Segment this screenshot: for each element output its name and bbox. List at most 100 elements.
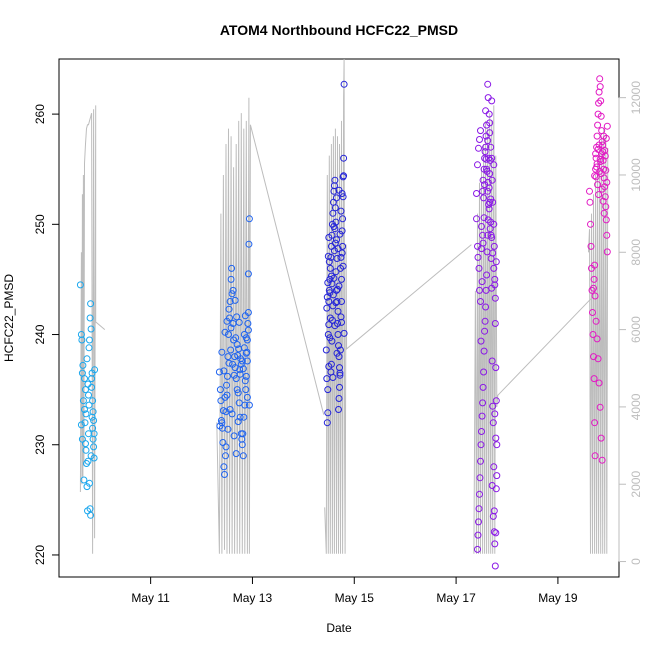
data-point-s3-36 <box>340 80 348 88</box>
data-point-s2-59 <box>223 381 230 389</box>
data-point-s3-83 <box>339 262 347 270</box>
data-point-s4-94 <box>488 482 496 489</box>
y-axis-left: 220 230 240 250 260 <box>33 104 60 565</box>
data-point-s1-46 <box>77 421 85 429</box>
data-point-s4-79 <box>479 231 487 239</box>
data-point-s2-88 <box>241 377 249 385</box>
data-point-s5-36 <box>603 248 611 256</box>
data-point-s2-55 <box>229 360 237 368</box>
y2-tick-label-10000: 10000 <box>629 158 643 192</box>
data-point-s5-67 <box>595 379 603 387</box>
data-point-s2-69 <box>232 450 240 458</box>
data-point-s4-100 <box>486 225 494 233</box>
data-point-s2-30 <box>239 452 247 460</box>
data-point-s4-84 <box>474 161 481 169</box>
data-point-s3-14 <box>329 209 337 217</box>
data-point-s4-66 <box>474 531 482 539</box>
data-point-s1-32 <box>89 408 97 416</box>
data-point-s4-107 <box>479 239 487 247</box>
data-point-s3-77 <box>340 329 348 337</box>
data-point-s4-36 <box>489 419 497 427</box>
data-point-s3-89 <box>338 190 346 197</box>
data-point-s3-44 <box>336 371 344 379</box>
data-point-s3-5 <box>324 331 332 338</box>
data-point-s2-7 <box>220 463 228 471</box>
data-point-s4-32 <box>491 562 499 570</box>
data-point-s4-83 <box>475 144 482 152</box>
data-point-s2-64 <box>222 443 230 451</box>
data-point-s1-36 <box>83 355 91 363</box>
data-point-s2-80 <box>225 305 233 313</box>
y2-tick-label-12000: 12000 <box>629 81 643 115</box>
data-point-s4-99 <box>487 255 495 262</box>
data-point-s1-17 <box>86 336 93 344</box>
data-point-s5-4 <box>587 242 595 250</box>
data-point-s4-81 <box>477 127 484 135</box>
data-point-s3-70 <box>323 304 331 312</box>
data-point-s1-7 <box>81 406 88 413</box>
data-point-s4-52 <box>481 317 489 325</box>
data-point-s5-34 <box>602 216 610 224</box>
data-point-s3-32 <box>338 249 346 257</box>
data-point-s1-25 <box>90 443 98 451</box>
data-point-s4-55 <box>480 368 488 376</box>
data-point-s3-31 <box>338 275 345 283</box>
data-point-s5-58 <box>600 132 608 140</box>
data-point-s2-90 <box>245 401 253 409</box>
data-point-s4-5 <box>476 286 483 294</box>
data-point-s3-6 <box>325 298 333 305</box>
data-point-s5-3 <box>587 220 594 228</box>
data-point-s4-75 <box>490 264 498 272</box>
data-point-s2-42 <box>242 372 250 380</box>
data-point-s5-71 <box>590 284 597 292</box>
data-point-s2-44 <box>241 401 249 409</box>
data-point-s3-87 <box>334 245 342 253</box>
data-point-s4-89 <box>488 97 496 105</box>
data-point-s5-70 <box>598 456 606 464</box>
data-point-s2-25 <box>234 389 242 397</box>
data-point-s2-61 <box>219 407 227 415</box>
data-point-s5-35 <box>603 231 611 239</box>
data-point-s3-45 <box>336 383 343 391</box>
data-point-s2-11 <box>223 391 231 399</box>
data-point-s5-23 <box>597 97 605 105</box>
data-point-s4-93 <box>493 472 501 480</box>
data-point-s5-2 <box>586 198 594 206</box>
data-point-s2-15 <box>226 298 234 305</box>
data-point-s1-33 <box>90 417 98 424</box>
data-point-s4-28 <box>492 397 500 405</box>
data-point-s4-87 <box>484 137 492 145</box>
data-point-s3-90 <box>324 409 332 417</box>
data-point-s4-21 <box>488 176 496 184</box>
data-point-s4-1 <box>473 215 480 223</box>
data-point-s4-82 <box>476 136 483 143</box>
data-point-s3-57 <box>329 291 337 299</box>
data-point-s5-65 <box>593 335 601 343</box>
y2-tick-label-6000: 6000 <box>629 316 643 343</box>
data-point-s3-66 <box>325 234 333 241</box>
data-point-s1-5 <box>79 361 87 369</box>
data-point-s2-58 <box>224 372 231 380</box>
data-point-s3-85 <box>328 280 336 288</box>
data-point-s4-6 <box>477 298 484 305</box>
y-tick-label-250: 250 <box>33 214 47 234</box>
data-point-s4-104 <box>482 155 490 163</box>
y2-tick-label-8000: 8000 <box>629 239 643 266</box>
data-point-s3-4 <box>324 386 332 394</box>
data-point-s1-38 <box>85 430 92 438</box>
y-axis-label: HCFC22_PMSD <box>2 274 16 362</box>
data-point-s2-1 <box>215 368 223 376</box>
data-point-s2-18 <box>228 290 236 298</box>
data-point-s2-16 <box>227 275 235 283</box>
data-point-s4-103 <box>483 167 491 175</box>
x-axis: May 11 May 13 May 15 May 17 May 19 <box>131 576 578 605</box>
data-point-s4-65 <box>475 518 482 526</box>
data-point-s4-86 <box>482 107 490 115</box>
data-point-s3-48 <box>334 307 342 315</box>
data-point-s4-77 <box>481 181 489 189</box>
data-point-s2-85 <box>235 318 243 326</box>
data-point-s4-24 <box>490 242 498 250</box>
data-point-s3-3 <box>323 419 331 427</box>
data-point-s5-44 <box>599 197 607 205</box>
data-point-s4-15 <box>484 80 492 88</box>
